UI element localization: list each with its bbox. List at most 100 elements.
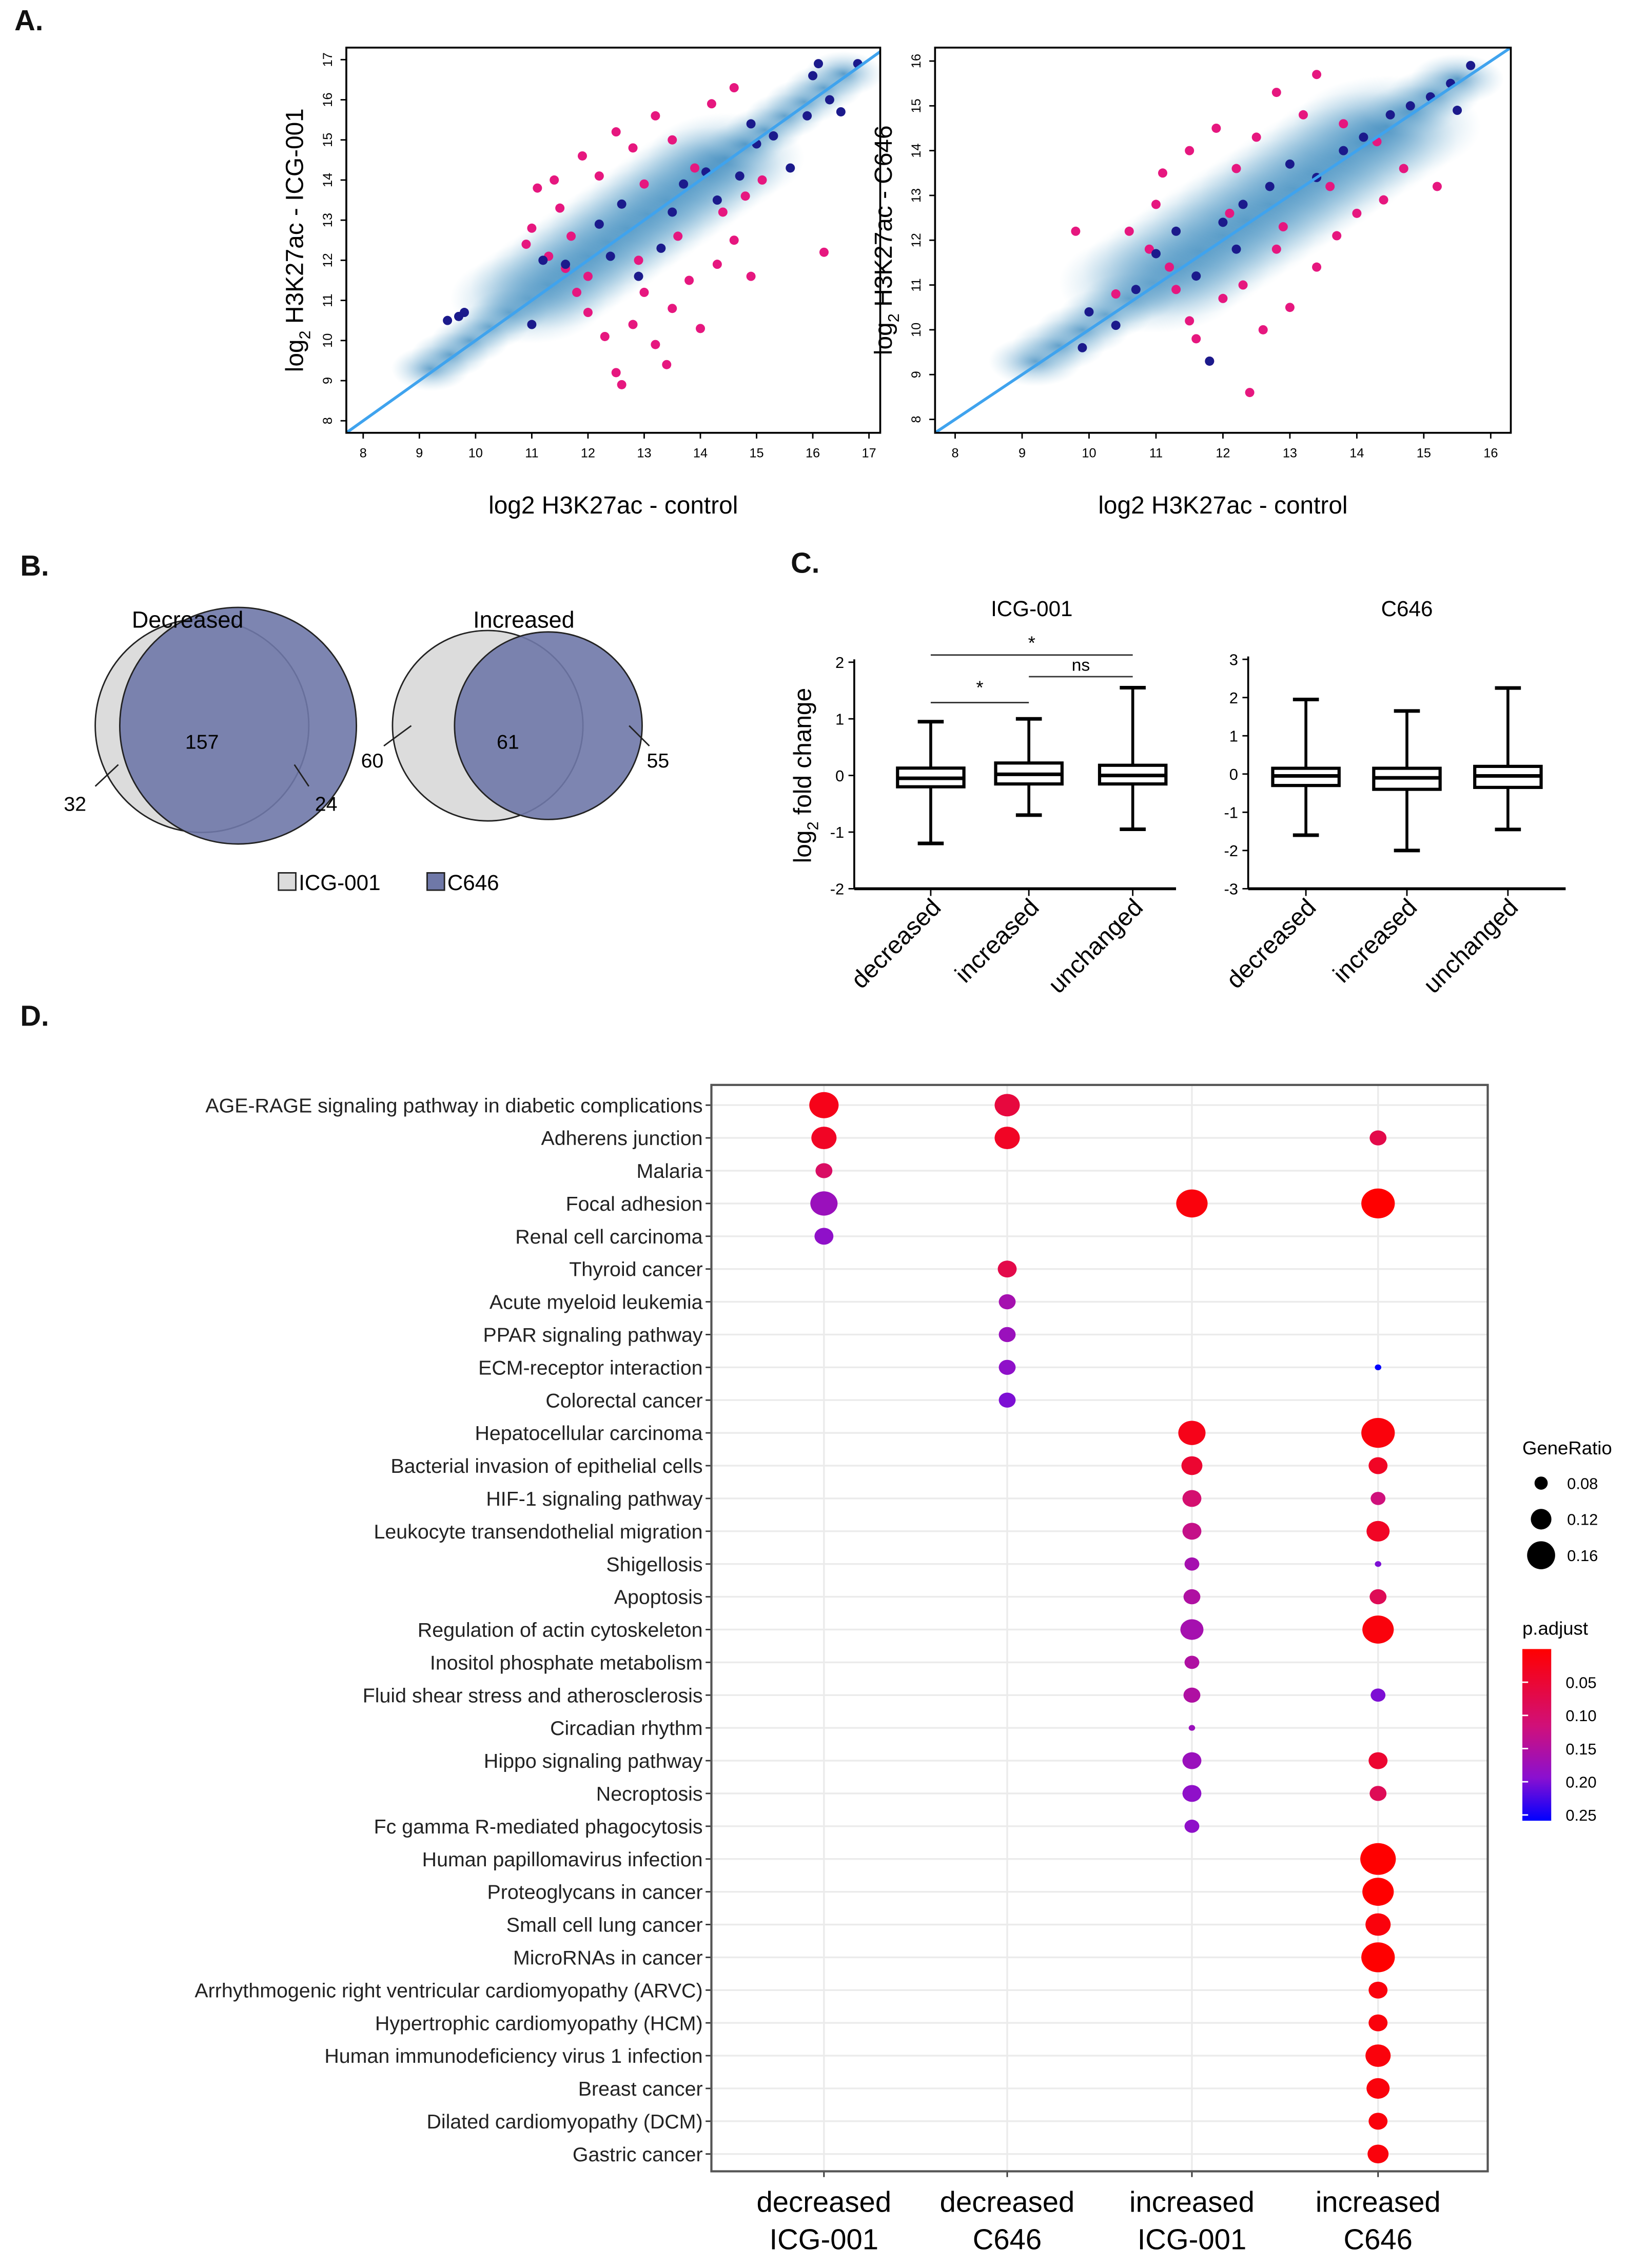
scatter-icg-point-changed <box>651 111 660 121</box>
scatter-c646-point-highlight <box>1205 356 1215 366</box>
scatter-icg-point-highlight <box>825 95 834 105</box>
dot-plot-row-label: Thyroid cancer <box>569 1258 702 1281</box>
dot-plot-point <box>1370 1492 1386 1505</box>
scatter-icg-ytick-label: 12 <box>321 253 335 267</box>
scatter-icg-point-changed <box>550 175 559 185</box>
scatter-icg-point-highlight <box>443 315 453 325</box>
scatter-icg-point-changed <box>634 255 643 265</box>
scatter-icg-point-changed <box>611 127 621 137</box>
scatter-c646-ytick-label: 11 <box>909 278 924 291</box>
size-legend-title: GeneRatio <box>1522 1437 1612 1458</box>
dot-plot-point <box>1369 1786 1387 1801</box>
scatter-c646-ytick-label: 9 <box>909 371 924 378</box>
scatter-c646-point-changed <box>1165 262 1174 272</box>
dot-plot-row-label: Fc gamma R-mediated phagocytosis <box>374 1816 703 1838</box>
box-icg-title: ICG-001 <box>991 597 1072 621</box>
dot-plot-row-label: Colorectal cancer <box>545 1389 702 1412</box>
box-icg-ytick-label: 0 <box>835 767 844 785</box>
scatter-icg-xtick-label: 12 <box>581 446 595 460</box>
box-icg-xtick-label: unchanged <box>1043 894 1148 999</box>
scatter-c646-point-highlight <box>1265 182 1275 191</box>
dot-plot-point <box>1182 1523 1202 1540</box>
dot-plot-row-label: ECM-receptor interaction <box>478 1356 703 1379</box>
venn-increased-only-c646: 55 <box>647 750 670 772</box>
scatter-icg-ylabel-rest: H3K27ac - ICG-001 <box>282 108 309 330</box>
scatter-c646-point-changed <box>1158 168 1167 178</box>
scatter-c646-point-changed <box>1211 123 1221 133</box>
scatter-c646-point-changed <box>1285 303 1295 312</box>
scatter-icg-point-highlight <box>746 119 756 129</box>
box-icg-ylabel-rest: fold change <box>790 688 817 821</box>
dot-plot-point <box>1184 1819 1200 1833</box>
scatter-c646-point-highlight <box>1385 110 1395 120</box>
legend-swatch-c646 <box>426 872 445 891</box>
dot-plot-row-label: Dilated cardiomyopathy (DCM) <box>426 2111 702 2133</box>
scatter-icg-ylabel-sub: 2 <box>296 330 314 339</box>
scatter-c646-ytick-label: 10 <box>909 323 924 337</box>
dot-plot-point <box>1183 1687 1201 1703</box>
scatter-icg-point-changed <box>628 320 638 329</box>
color-legend-label: 0.05 <box>1565 1673 1596 1691</box>
scatter-c646-plot-area <box>935 47 1511 433</box>
dot-plot-row-label: Fluid shear stress and atherosclerosis <box>363 1684 703 1707</box>
box-icg-ytick-label: 2 <box>835 654 844 672</box>
scatter-c646-point-changed <box>1258 325 1268 334</box>
scatter-c646-xtick-label: 8 <box>951 446 958 460</box>
dot-plot-point <box>998 1392 1016 1408</box>
dot-plot-column-label-line2: C646 <box>1344 2223 1413 2255</box>
dot-plot-point <box>1368 1752 1388 1769</box>
scatter-c646-ylabel-sub: 2 <box>885 313 903 322</box>
dot-plot-point <box>1369 1589 1387 1605</box>
scatter-icg-ytick-label: 11 <box>321 293 335 307</box>
scatter-c646-point-highlight <box>1078 343 1087 352</box>
scatter-icg-point-highlight <box>454 311 464 321</box>
dot-plot-point <box>1361 1188 1395 1219</box>
scatter-c646-point-changed <box>1432 182 1442 191</box>
dot-plot-point <box>994 1094 1020 1117</box>
scatter-icg-point-changed <box>577 151 587 161</box>
dot-plot-point <box>1370 1688 1386 1702</box>
venn-decreased-title: Decreased <box>132 606 244 633</box>
dot-plot-point <box>994 1127 1020 1150</box>
scatter-icg-point-highlight <box>802 111 812 121</box>
dot-plot-point <box>1188 1725 1196 1731</box>
scatter-c646-point-highlight <box>1111 321 1121 330</box>
scatter-icg-point-changed <box>718 207 728 217</box>
scatter-c646-point-changed <box>1185 316 1194 326</box>
scatter-icg-point-highlight <box>679 179 689 189</box>
scatter-icg-point-changed <box>819 247 829 257</box>
scatter-icg-ylabel-log: log <box>282 339 309 372</box>
scatter-c646-point-changed <box>1124 226 1134 236</box>
scatter-c646-xlabel: log2 H3K27ac - control <box>1098 492 1347 519</box>
dot-plot-point <box>1182 1785 1202 1802</box>
scatter-icg-frame <box>345 46 882 434</box>
dot-plot-row-label: Renal cell carcinoma <box>515 1226 702 1248</box>
scatter-icg-point-changed <box>673 231 683 241</box>
box-icg-ylabel-log: log <box>790 831 817 863</box>
scatter-c646-point-changed <box>1185 146 1194 155</box>
scatter-icg-point-highlight <box>814 59 824 69</box>
dot-plot-column-label-line1: decreased <box>757 2185 892 2218</box>
scatter-c646-point-changed <box>1251 132 1261 142</box>
scatter-c646-point-changed <box>1191 334 1201 344</box>
dot-plot-row-label: Hepatocellular carcinoma <box>475 1422 702 1445</box>
scatter-icg-plot-area <box>346 50 880 433</box>
dot-plot-point <box>1368 1457 1388 1474</box>
dot-plot-row-label: MicroRNAs in cancer <box>513 1946 703 1969</box>
scatter-icg-point-changed <box>662 360 672 369</box>
scatter-icg-point-changed <box>639 287 649 297</box>
dot-plot-row-label: Circadian rhythm <box>550 1717 702 1740</box>
scatter-c646-xtick-label: 13 <box>1283 446 1297 460</box>
scatter-c646-point-changed <box>1111 289 1121 299</box>
scatter-c646-point-changed <box>1071 226 1081 236</box>
scatter-icg-point-highlight <box>561 260 571 269</box>
dot-plot-point <box>1182 1752 1202 1769</box>
dot-plot-row-label: Breast cancer <box>578 2078 703 2100</box>
box-c646-xtick-label: increased <box>1328 894 1422 988</box>
scatter-icg-point-highlight <box>617 199 626 209</box>
scatter-icg-point-changed <box>639 179 649 189</box>
scatter-c646-xtick-label: 14 <box>1349 446 1364 460</box>
dot-plot-frame <box>710 1083 1489 2173</box>
scatter-icg-ytick-label: 10 <box>321 333 335 348</box>
